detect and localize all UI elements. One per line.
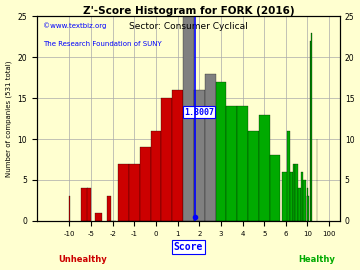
- Text: Unhealthy: Unhealthy: [58, 255, 107, 264]
- Bar: [107, 196, 111, 221]
- Text: Sector: Consumer Cyclical: Sector: Consumer Cyclical: [129, 22, 248, 32]
- Bar: [311, 33, 312, 221]
- Title: Z'-Score Histogram for FORK (2016): Z'-Score Histogram for FORK (2016): [83, 6, 294, 16]
- Bar: [81, 188, 88, 221]
- Text: 1.8007: 1.8007: [184, 107, 214, 117]
- Bar: [161, 98, 172, 221]
- Bar: [226, 106, 237, 221]
- Bar: [307, 196, 309, 221]
- Text: ©www.textbiz.org: ©www.textbiz.org: [43, 22, 107, 29]
- Bar: [303, 180, 306, 221]
- Bar: [194, 90, 205, 221]
- Text: Healthy: Healthy: [299, 255, 336, 264]
- Bar: [310, 41, 311, 221]
- Bar: [95, 213, 102, 221]
- Bar: [216, 82, 226, 221]
- Bar: [140, 147, 150, 221]
- Bar: [270, 156, 280, 221]
- Bar: [307, 196, 308, 221]
- Bar: [237, 106, 248, 221]
- Bar: [295, 164, 298, 221]
- Text: The Research Foundation of SUNY: The Research Foundation of SUNY: [43, 41, 162, 47]
- Bar: [172, 90, 183, 221]
- Bar: [290, 172, 293, 221]
- Bar: [248, 131, 259, 221]
- X-axis label: Score: Score: [174, 242, 203, 252]
- Bar: [301, 172, 303, 221]
- Bar: [298, 188, 301, 221]
- Bar: [293, 164, 295, 221]
- Bar: [118, 164, 129, 221]
- Bar: [259, 114, 270, 221]
- Bar: [317, 139, 318, 221]
- Bar: [87, 188, 91, 221]
- Bar: [150, 131, 161, 221]
- Bar: [68, 196, 70, 221]
- Bar: [183, 16, 194, 221]
- Bar: [129, 164, 140, 221]
- Y-axis label: Number of companies (531 total): Number of companies (531 total): [5, 60, 12, 177]
- Bar: [287, 131, 290, 221]
- Bar: [307, 188, 309, 221]
- Bar: [205, 74, 216, 221]
- Bar: [283, 172, 289, 221]
